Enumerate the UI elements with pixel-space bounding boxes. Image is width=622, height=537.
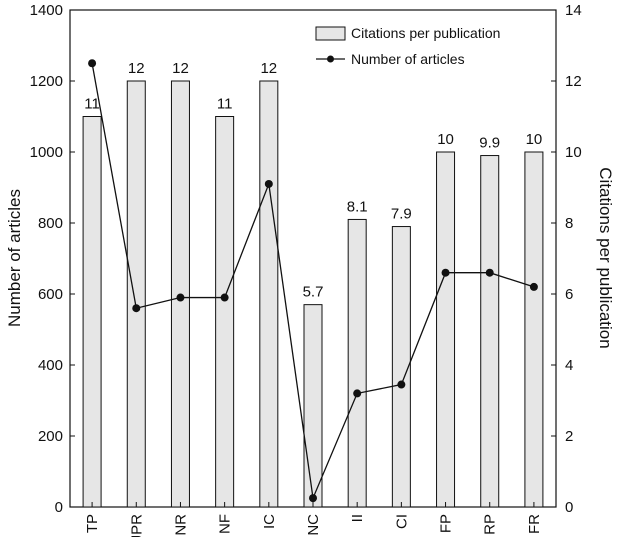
y-right-tick-label: 0 <box>565 499 573 516</box>
articles-point <box>309 494 317 503</box>
bar <box>303 304 323 508</box>
y-left-axis-title: Number of articles <box>5 189 24 327</box>
y-right-tick-label: 2 <box>565 428 573 445</box>
x-tick-label: II <box>349 514 366 522</box>
line-layer <box>88 59 538 503</box>
articles-point <box>397 380 406 389</box>
legend-line-marker <box>327 55 334 63</box>
y-left-tick-label: 200 <box>38 428 63 445</box>
x-tick-label: NR <box>172 514 189 536</box>
bar <box>524 151 544 508</box>
bar <box>391 226 411 508</box>
bar-value-label: 10 <box>526 131 543 148</box>
y-right-tick-label: 6 <box>565 286 573 303</box>
y-right-tick-label: 10 <box>565 144 582 161</box>
bar <box>126 80 146 508</box>
y-left-tick-label: 0 <box>55 499 63 516</box>
bar-value-label: 11 <box>217 96 233 113</box>
articles-point <box>264 179 273 188</box>
bar <box>82 116 102 508</box>
articles-point <box>441 268 450 277</box>
bar-value-label: 7.9 <box>391 206 412 223</box>
y-left-tick-label: 1000 <box>30 144 63 161</box>
y-left-tick-label: 600 <box>38 286 63 303</box>
bar-value-label: 10 <box>437 131 454 148</box>
y-right-axis-title: Citations per publication <box>596 167 615 348</box>
legend-bar-label: Citations per publication <box>351 25 500 41</box>
articles-point <box>132 304 141 313</box>
bar-value-label: 12 <box>260 60 277 77</box>
x-tick-label: TP <box>84 514 101 533</box>
y-right-tick-label: 4 <box>565 357 573 374</box>
legend-bar-swatch <box>315 26 346 41</box>
articles-point <box>220 293 229 302</box>
y-left-tick-label: 1200 <box>30 73 63 90</box>
bar-value-label: 8.1 <box>347 198 368 215</box>
x-tick-label: FP <box>438 514 455 533</box>
y-left-tick-label: 1400 <box>30 2 63 19</box>
bar <box>259 80 279 508</box>
bar-value-label: 12 <box>172 60 189 77</box>
articles-point <box>176 293 185 302</box>
x-tick-label: RP <box>482 514 499 535</box>
bar <box>215 116 235 508</box>
bar-value-label: 11 <box>84 96 100 113</box>
x-tick-label: NC <box>305 514 322 536</box>
ticks-layer: 0 200 400 600 800 1000 1200 1400 0 2 4 6 8 10 12 14 TP JP… <box>30 2 582 537</box>
bar-value-label: 12 <box>128 60 145 77</box>
y-right-tick-label: 12 <box>565 73 582 90</box>
legend: Citations per publication Number of arti… <box>315 25 500 67</box>
bars-layer: 11 12 12 11 12 5.7 8.1 7.9 10 9.9 10 <box>82 60 544 508</box>
articles-point <box>353 389 362 398</box>
articles-point <box>88 59 97 68</box>
x-tick-label: JPR <box>128 514 145 537</box>
articles-point <box>485 268 494 277</box>
x-tick-label: CI <box>393 514 410 529</box>
bar <box>436 151 456 508</box>
x-tick-label: NF <box>217 514 234 534</box>
bar-value-label: 5.7 <box>303 284 324 301</box>
y-right-tick-label: 8 <box>565 215 573 232</box>
legend-line-label: Number of articles <box>351 51 465 67</box>
articles-point <box>529 282 538 291</box>
y-left-tick-label: 800 <box>38 215 63 232</box>
x-tick-label: IC <box>261 514 278 529</box>
bar <box>347 218 367 508</box>
x-tick-label: FR <box>526 514 543 534</box>
bar <box>480 155 500 508</box>
y-left-tick-label: 400 <box>38 357 63 374</box>
y-right-tick-label: 14 <box>565 2 582 19</box>
bar-value-label: 9.9 <box>479 135 500 152</box>
